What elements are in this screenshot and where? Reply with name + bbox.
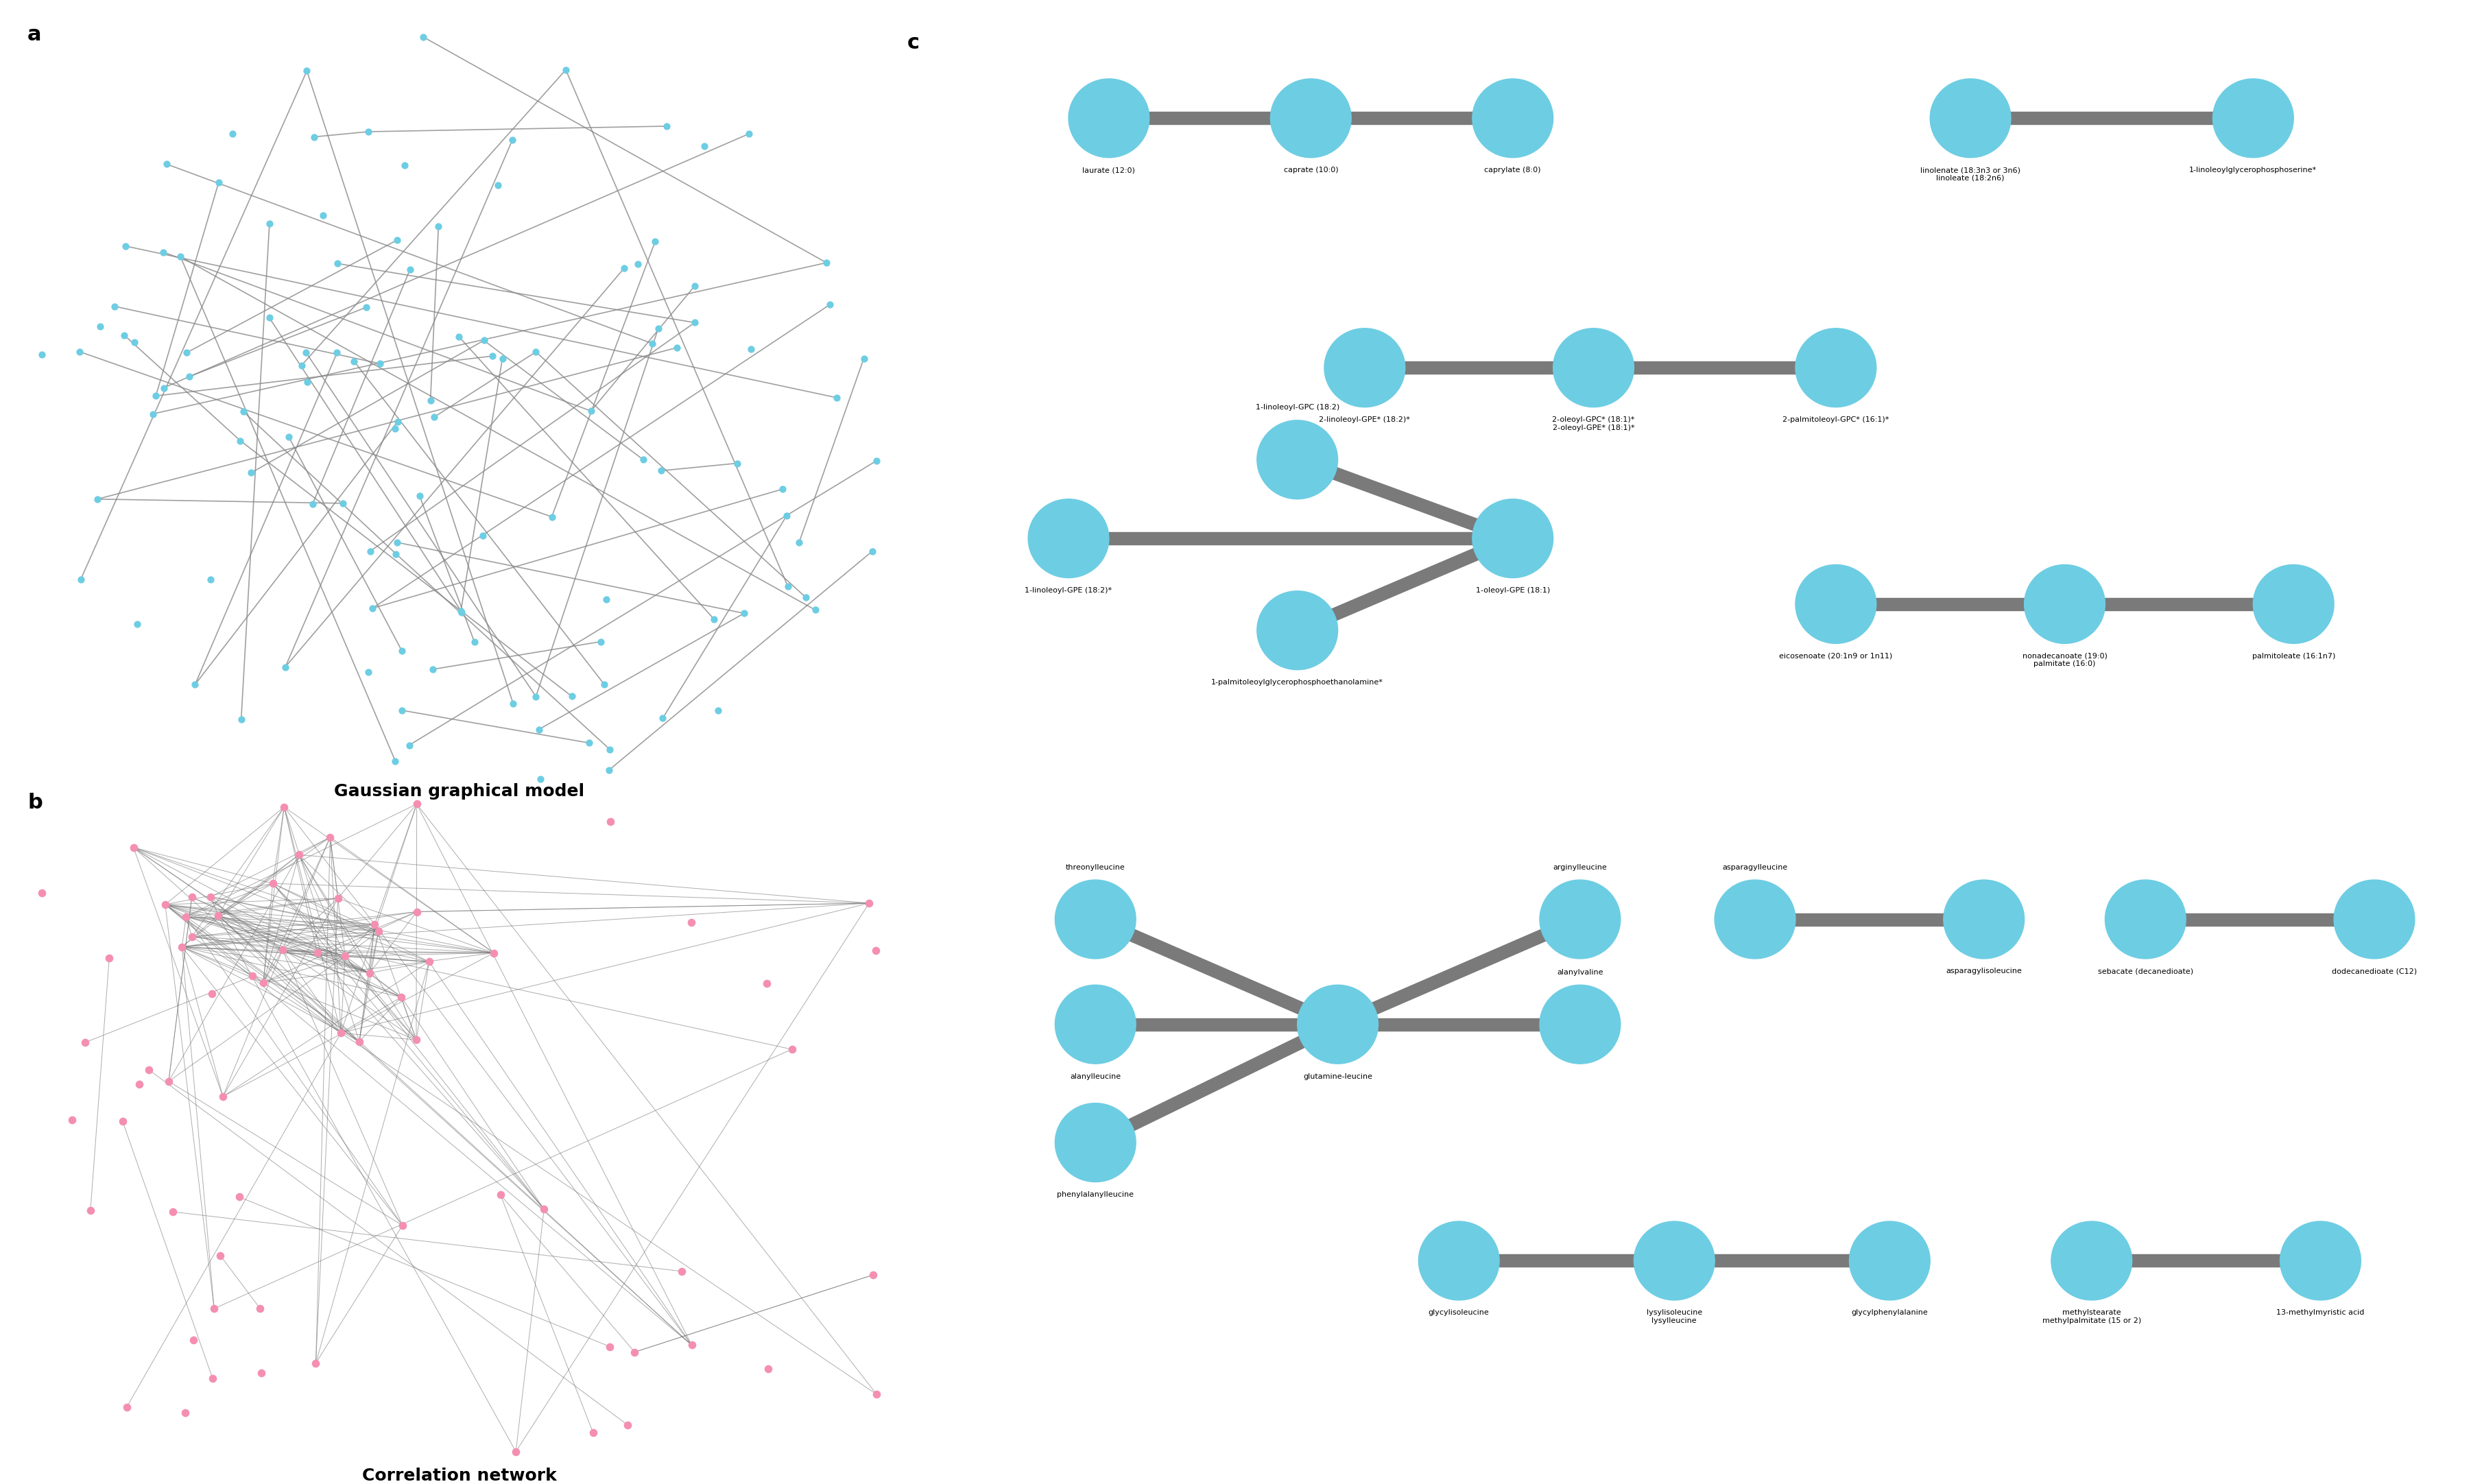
Point — [263, 938, 303, 962]
Point — [494, 692, 534, 715]
Circle shape — [2254, 565, 2333, 644]
Circle shape — [1256, 420, 1338, 499]
Point — [697, 699, 737, 723]
Point — [442, 600, 482, 623]
Text: glycylisoleucine: glycylisoleucine — [1430, 1309, 1489, 1316]
Point — [355, 913, 395, 936]
Circle shape — [1070, 79, 1149, 157]
Point — [161, 245, 201, 269]
Text: a: a — [27, 25, 42, 45]
Point — [310, 825, 350, 849]
Point — [102, 1110, 141, 1134]
Point — [410, 950, 449, 974]
Point — [794, 598, 834, 622]
Point — [268, 424, 308, 448]
Text: nonadecanoate (19:0)
palmitate (16:0): nonadecanoate (19:0) palmitate (16:0) — [2023, 653, 2107, 668]
Point — [849, 892, 889, 916]
Circle shape — [1539, 880, 1621, 959]
Circle shape — [2105, 880, 2187, 959]
Circle shape — [1794, 565, 1876, 644]
Point — [591, 1334, 630, 1358]
Circle shape — [1554, 328, 1633, 407]
Point — [854, 1263, 894, 1287]
Point — [171, 925, 211, 948]
Point — [482, 347, 521, 371]
Point — [546, 58, 586, 82]
Point — [94, 294, 134, 318]
Point — [194, 1367, 233, 1391]
Point — [166, 1401, 206, 1425]
Circle shape — [1943, 880, 2025, 959]
Point — [400, 484, 439, 508]
Point — [658, 335, 697, 359]
Point — [410, 389, 449, 413]
Point — [633, 332, 673, 356]
Text: eicosenoate (20:1n9 or 1n11): eicosenoate (20:1n9 or 1n11) — [1780, 653, 1891, 659]
Circle shape — [2281, 1221, 2360, 1300]
Point — [77, 487, 117, 510]
Circle shape — [1256, 591, 1338, 669]
Text: 1-oleoyl-GPE (18:1): 1-oleoyl-GPE (18:1) — [1477, 588, 1549, 594]
Point — [856, 939, 896, 963]
Point — [52, 1109, 92, 1132]
Point — [201, 1244, 241, 1267]
Circle shape — [1271, 79, 1350, 157]
Text: glutamine-leucine: glutamine-leucine — [1303, 1073, 1373, 1080]
Point — [114, 835, 154, 859]
Point — [673, 1333, 712, 1356]
Point — [762, 478, 802, 502]
Point — [166, 905, 206, 929]
Point — [747, 972, 787, 996]
Point — [318, 252, 357, 276]
Point — [851, 540, 891, 564]
Point — [295, 1350, 335, 1374]
Point — [685, 134, 725, 157]
Point — [474, 941, 514, 965]
Point — [412, 657, 452, 681]
Text: asparagylisoleucine: asparagylisoleucine — [1946, 968, 2023, 975]
Point — [79, 315, 119, 338]
Point — [618, 252, 658, 276]
Text: sebacate (decanedioate): sebacate (decanedioate) — [2097, 968, 2194, 975]
Point — [442, 601, 482, 625]
Text: caprylate (8:0): caprylate (8:0) — [1484, 166, 1541, 174]
Point — [591, 810, 630, 834]
Point — [581, 629, 620, 653]
Circle shape — [1055, 1103, 1137, 1181]
Text: laurate (12:0): laurate (12:0) — [1082, 166, 1134, 174]
Point — [817, 386, 856, 410]
Text: glycylphenylalanine: glycylphenylalanine — [1852, 1309, 1929, 1316]
Point — [521, 767, 561, 791]
Text: b: b — [27, 792, 42, 813]
Point — [670, 910, 710, 933]
Text: c: c — [906, 33, 918, 53]
Point — [347, 295, 387, 319]
Point — [591, 738, 630, 761]
Point — [221, 429, 261, 453]
Point — [730, 337, 769, 361]
Point — [809, 292, 849, 316]
Text: 2-linoleoyl-GPE* (18:2)*: 2-linoleoyl-GPE* (18:2)* — [1318, 417, 1410, 423]
Point — [325, 944, 365, 968]
Point — [472, 344, 511, 368]
Point — [635, 230, 675, 254]
Point — [603, 257, 643, 280]
Point — [303, 203, 343, 227]
Circle shape — [1794, 328, 1876, 407]
Point — [608, 1413, 648, 1437]
Text: 1-linoleoyl-GPC (18:2): 1-linoleoyl-GPC (18:2) — [1256, 404, 1340, 411]
Point — [397, 899, 437, 923]
Point — [248, 306, 288, 329]
Point — [223, 399, 263, 423]
Text: 2-oleoyl-GPC* (18:1)*
2-oleoyl-GPE* (18:1)*: 2-oleoyl-GPC* (18:1)* 2-oleoyl-GPE* (18:… — [1551, 417, 1636, 432]
Point — [318, 886, 357, 910]
Point — [251, 212, 290, 236]
Point — [174, 1328, 213, 1352]
Point — [350, 962, 390, 985]
Point — [725, 601, 764, 625]
Point — [573, 1420, 613, 1444]
Text: lysylisoleucine
lysylleucine: lysylisoleucine lysylleucine — [1646, 1309, 1703, 1324]
Circle shape — [1715, 880, 1794, 959]
Point — [318, 341, 357, 365]
Text: asparagylleucine: asparagylleucine — [1723, 864, 1787, 871]
